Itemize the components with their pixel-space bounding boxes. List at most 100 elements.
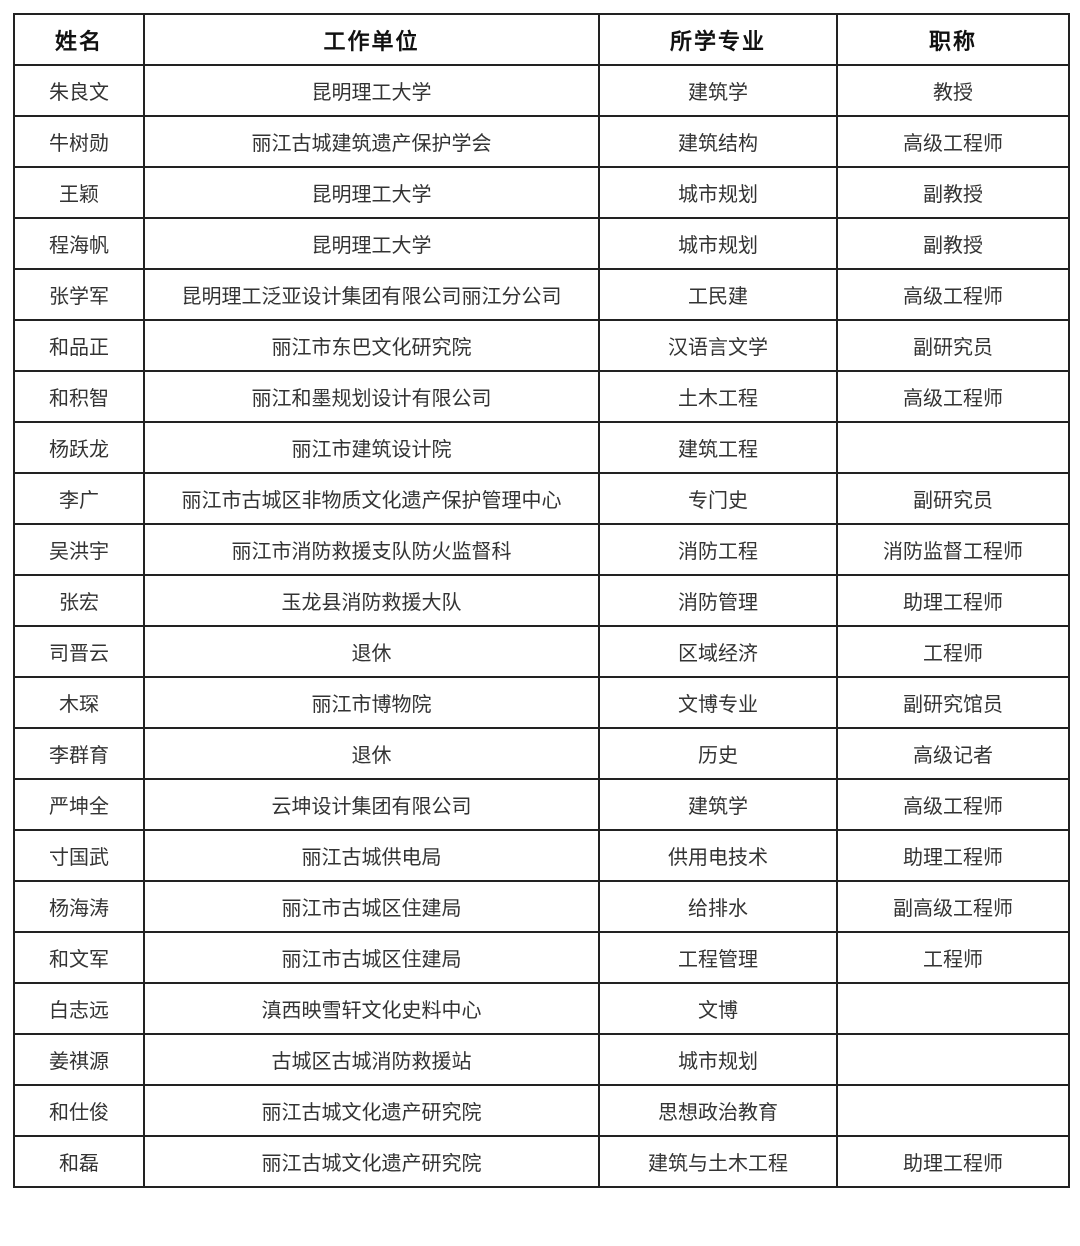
cell-employer: 丽江市古城区住建局 xyxy=(143,880,600,933)
cell-major: 土木工程 xyxy=(598,370,838,423)
table-row: 李广 丽江市古城区非物质文化遗产保护管理中心 专门史 副研究员 xyxy=(13,472,1070,525)
header-major: 所学专业 xyxy=(598,13,838,66)
cell-name: 和磊 xyxy=(13,1135,145,1188)
table-row: 和积智 丽江和墨规划设计有限公司 土木工程 高级工程师 xyxy=(13,370,1070,423)
cell-title: 副研究员 xyxy=(836,319,1070,372)
cell-employer: 丽江古城文化遗产研究院 xyxy=(143,1084,600,1137)
cell-name: 程海帆 xyxy=(13,217,145,270)
cell-name: 朱良文 xyxy=(13,64,145,117)
cell-major: 专门史 xyxy=(598,472,838,525)
cell-employer: 丽江市消防救援支队防火监督科 xyxy=(143,523,600,576)
table-row: 张宏 玉龙县消防救援大队 消防管理 助理工程师 xyxy=(13,574,1070,627)
cell-title: 高级工程师 xyxy=(836,115,1070,168)
cell-name: 张宏 xyxy=(13,574,145,627)
cell-title: 助理工程师 xyxy=(836,829,1070,882)
cell-title xyxy=(836,982,1070,1035)
cell-title: 副研究员 xyxy=(836,472,1070,525)
table-row: 杨跃龙 丽江市建筑设计院 建筑工程 xyxy=(13,421,1070,474)
cell-name: 白志远 xyxy=(13,982,145,1035)
cell-name: 王颖 xyxy=(13,166,145,219)
header-employer: 工作单位 xyxy=(143,13,600,66)
table-row: 程海帆 昆明理工大学 城市规划 副教授 xyxy=(13,217,1070,270)
table-row: 李群育 退休 历史 高级记者 xyxy=(13,727,1070,780)
cell-name: 和积智 xyxy=(13,370,145,423)
cell-name: 牛树勋 xyxy=(13,115,145,168)
cell-major: 工民建 xyxy=(598,268,838,321)
cell-employer: 丽江市东巴文化研究院 xyxy=(143,319,600,372)
cell-employer: 云坤设计集团有限公司 xyxy=(143,778,600,831)
cell-name: 和文军 xyxy=(13,931,145,984)
cell-employer: 丽江古城建筑遗产保护学会 xyxy=(143,115,600,168)
table-row: 严坤全 云坤设计集团有限公司 建筑学 高级工程师 xyxy=(13,778,1070,831)
cell-name: 杨海涛 xyxy=(13,880,145,933)
cell-employer: 丽江市古城区非物质文化遗产保护管理中心 xyxy=(143,472,600,525)
cell-title: 副教授 xyxy=(836,166,1070,219)
cell-major: 城市规划 xyxy=(598,166,838,219)
cell-major: 文博 xyxy=(598,982,838,1035)
cell-major: 建筑学 xyxy=(598,64,838,117)
cell-major: 建筑结构 xyxy=(598,115,838,168)
table-row: 张学军 昆明理工泛亚设计集团有限公司丽江分公司 工民建 高级工程师 xyxy=(13,268,1070,321)
cell-major: 建筑学 xyxy=(598,778,838,831)
cell-major: 建筑与土木工程 xyxy=(598,1135,838,1188)
cell-employer: 丽江市博物院 xyxy=(143,676,600,729)
table-row: 杨海涛 丽江市古城区住建局 给排水 副高级工程师 xyxy=(13,880,1070,933)
table-row: 和品正 丽江市东巴文化研究院 汉语言文学 副研究员 xyxy=(13,319,1070,372)
cell-title: 副教授 xyxy=(836,217,1070,270)
cell-name: 李广 xyxy=(13,472,145,525)
header-row: 姓名 工作单位 所学专业 职称 xyxy=(13,13,1070,66)
cell-employer: 玉龙县消防救援大队 xyxy=(143,574,600,627)
expert-table: 姓名 工作单位 所学专业 职称 朱良文 昆明理工大学 建筑学 教授 牛树勋 丽江古城建筑遗… xyxy=(13,13,1070,1188)
table-row: 和磊 丽江古城文化遗产研究院 建筑与土木工程 助理工程师 xyxy=(13,1135,1070,1188)
cell-major: 思想政治教育 xyxy=(598,1084,838,1137)
cell-name: 吴洪宇 xyxy=(13,523,145,576)
cell-title: 助理工程师 xyxy=(836,574,1070,627)
cell-major: 供用电技术 xyxy=(598,829,838,882)
cell-employer: 昆明理工大学 xyxy=(143,217,600,270)
cell-major: 文博专业 xyxy=(598,676,838,729)
table-row: 姜祺源 古城区古城消防救援站 城市规划 xyxy=(13,1033,1070,1086)
cell-employer: 退休 xyxy=(143,727,600,780)
cell-employer: 昆明理工大学 xyxy=(143,64,600,117)
cell-title xyxy=(836,421,1070,474)
cell-employer: 丽江和墨规划设计有限公司 xyxy=(143,370,600,423)
cell-major: 建筑工程 xyxy=(598,421,838,474)
header-name: 姓名 xyxy=(13,13,145,66)
cell-major: 消防管理 xyxy=(598,574,838,627)
cell-employer: 丽江市古城区住建局 xyxy=(143,931,600,984)
cell-major: 汉语言文学 xyxy=(598,319,838,372)
cell-name: 司晋云 xyxy=(13,625,145,678)
table-row: 木琛 丽江市博物院 文博专业 副研究馆员 xyxy=(13,676,1070,729)
cell-title: 副高级工程师 xyxy=(836,880,1070,933)
cell-employer: 丽江古城供电局 xyxy=(143,829,600,882)
cell-title: 高级工程师 xyxy=(836,370,1070,423)
cell-major: 消防工程 xyxy=(598,523,838,576)
cell-major: 城市规划 xyxy=(598,1033,838,1086)
cell-employer: 滇西映雪轩文化史料中心 xyxy=(143,982,600,1035)
cell-name: 杨跃龙 xyxy=(13,421,145,474)
cell-major: 工程管理 xyxy=(598,931,838,984)
cell-title: 高级工程师 xyxy=(836,778,1070,831)
table-row: 牛树勋 丽江古城建筑遗产保护学会 建筑结构 高级工程师 xyxy=(13,115,1070,168)
cell-name: 姜祺源 xyxy=(13,1033,145,1086)
table-row: 朱良文 昆明理工大学 建筑学 教授 xyxy=(13,64,1070,117)
table-body: 朱良文 昆明理工大学 建筑学 教授 牛树勋 丽江古城建筑遗产保护学会 建筑结构 高级工程师 王颖… xyxy=(13,64,1070,1188)
cell-employer: 退休 xyxy=(143,625,600,678)
table-row: 王颖 昆明理工大学 城市规划 副教授 xyxy=(13,166,1070,219)
table-row: 寸国武 丽江古城供电局 供用电技术 助理工程师 xyxy=(13,829,1070,882)
table-row: 白志远 滇西映雪轩文化史料中心 文博 xyxy=(13,982,1070,1035)
cell-major: 历史 xyxy=(598,727,838,780)
cell-title: 副研究馆员 xyxy=(836,676,1070,729)
cell-name: 寸国武 xyxy=(13,829,145,882)
cell-name: 李群育 xyxy=(13,727,145,780)
cell-title xyxy=(836,1084,1070,1137)
cell-major: 城市规划 xyxy=(598,217,838,270)
cell-major: 区域经济 xyxy=(598,625,838,678)
cell-title: 助理工程师 xyxy=(836,1135,1070,1188)
table-row: 和文军 丽江市古城区住建局 工程管理 工程师 xyxy=(13,931,1070,984)
cell-title: 工程师 xyxy=(836,931,1070,984)
cell-title: 教授 xyxy=(836,64,1070,117)
cell-name: 和仕俊 xyxy=(13,1084,145,1137)
cell-title: 高级记者 xyxy=(836,727,1070,780)
cell-name: 和品正 xyxy=(13,319,145,372)
